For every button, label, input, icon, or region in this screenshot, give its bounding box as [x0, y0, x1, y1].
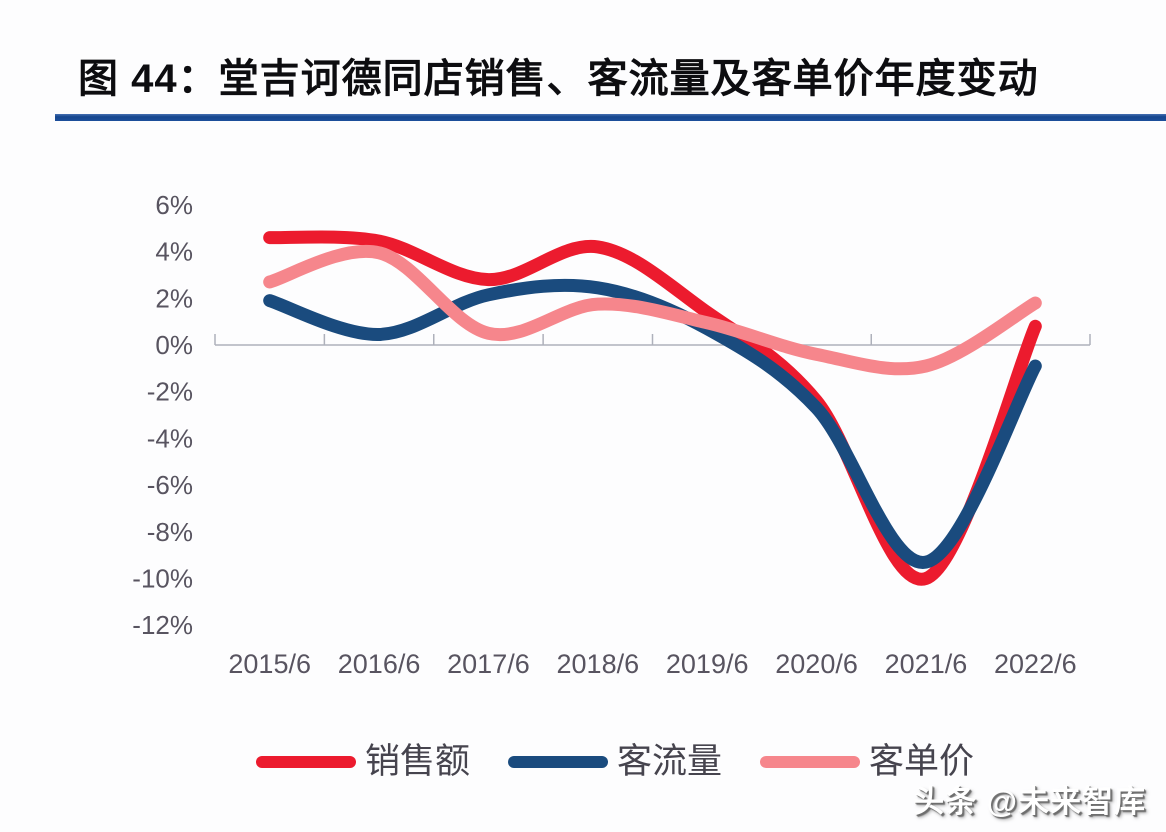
series-traffic-line [263, 278, 1042, 569]
legend-label-sales: 销售额 [365, 742, 471, 781]
x-axis-tick-label: 2016/6 [338, 649, 421, 679]
y-axis-tick-label: -6% [147, 470, 193, 500]
legend-swatch-ticket [760, 755, 861, 768]
x-axis-tick-label: 2020/6 [775, 649, 858, 679]
y-axis-tick-label: -10% [132, 564, 193, 594]
series-sales-line [263, 230, 1042, 586]
figure-title: 图 44：堂吉诃德同店销售、客流量及客单价年度变动 [78, 57, 1039, 101]
title-divider [55, 114, 1166, 121]
legend-swatch-traffic [508, 755, 609, 768]
x-axis-tick-label: 2017/6 [447, 649, 530, 679]
series-ticket-line [263, 244, 1042, 376]
chart-legend: 销售额 客流量 客单价 [256, 744, 1012, 779]
y-axis-tick-label: -8% [147, 517, 193, 547]
y-axis-tick-label: 0% [155, 330, 193, 360]
y-axis-tick-label: -12% [132, 610, 193, 640]
legend-label-traffic: 客流量 [617, 742, 723, 781]
legend-item-ticket: 客单价 [760, 744, 974, 779]
y-axis-tick-label: 4% [155, 237, 193, 267]
y-axis-tick-label: -4% [147, 423, 193, 453]
legend-item-traffic: 客流量 [508, 744, 722, 779]
y-axis-tick-label: -2% [147, 377, 193, 407]
legend-label-ticket: 客单价 [869, 742, 975, 781]
legend-item-sales: 销售额 [256, 744, 470, 779]
y-axis-tick-label: 6% [155, 190, 193, 220]
x-axis-tick-label: 2022/6 [994, 649, 1077, 679]
legend-swatch-sales [256, 755, 356, 768]
x-axis-tick-label: 2019/6 [666, 649, 749, 679]
x-axis-tick-label: 2021/6 [885, 649, 968, 679]
watermark-text: 头条 @未来智库 [913, 784, 1146, 819]
x-axis-tick-label: 2015/6 [228, 649, 311, 679]
x-axis-tick-label: 2018/6 [557, 649, 640, 679]
y-axis-tick-label: 2% [155, 283, 193, 313]
